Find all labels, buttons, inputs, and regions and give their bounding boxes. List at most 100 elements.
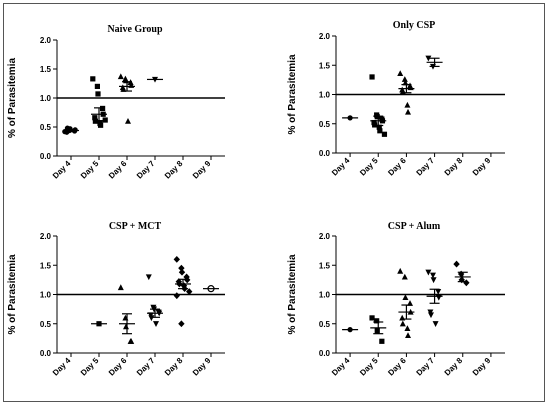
data-point — [173, 292, 180, 300]
data-point — [427, 312, 434, 319]
y-tick-label: 1.5 — [40, 261, 52, 270]
y-tick-label: 1.5 — [40, 65, 52, 74]
y-tick-label: 0.5 — [319, 120, 331, 129]
x-tick-label: Day 4 — [330, 356, 352, 378]
group-day-8 — [453, 260, 471, 287]
data-point — [98, 122, 104, 128]
x-tick-label: Day 4 — [51, 356, 73, 378]
group-day-5 — [369, 315, 387, 344]
figure-frame — [3, 3, 545, 402]
data-point — [397, 267, 404, 274]
x-tick-label: Day 6 — [107, 356, 129, 378]
data-point — [379, 338, 385, 344]
x-tick-label: Day 9 — [471, 156, 493, 178]
x-tick-label: Day 5 — [79, 356, 101, 378]
data-point — [102, 117, 108, 123]
data-point — [402, 79, 409, 86]
x-tick-label: Day 7 — [135, 356, 157, 378]
data-point — [401, 76, 408, 82]
group-day-5 — [369, 74, 388, 137]
chart-title: Naive Group — [107, 24, 163, 35]
data-point — [407, 300, 414, 306]
group-day-8 — [173, 256, 193, 328]
y-tick-label: 0.0 — [40, 349, 52, 358]
y-tick-label: 1.0 — [319, 91, 331, 100]
data-point — [117, 284, 124, 291]
chart-panel-4: CSP + Alum % of Parasitemia 0.0 0.5 1.0 1.5 2.… — [287, 221, 505, 378]
group-day-6 — [397, 267, 415, 339]
data-point — [128, 338, 135, 344]
y-tick-label: 1.0 — [319, 291, 331, 300]
y-tick-label: 1.0 — [40, 94, 52, 103]
data-point — [95, 91, 101, 97]
data-point — [381, 131, 388, 137]
x-tick-label: Day 6 — [386, 356, 408, 378]
y-axis-label: % of Parasitemia — [287, 54, 298, 134]
y-tick-label: 2.0 — [319, 32, 331, 41]
data-point — [374, 328, 380, 334]
x-tick-label: Day 7 — [415, 356, 437, 378]
x-tick-label: Day 8 — [163, 159, 185, 181]
x-tick-label: Day 7 — [135, 159, 157, 181]
y-tick-label: 2.0 — [40, 36, 52, 45]
x-tick-label: Day 5 — [79, 159, 101, 181]
data-point — [369, 74, 375, 80]
data-point — [90, 76, 96, 82]
x-tick-label: Day 9 — [191, 159, 213, 181]
data-point — [376, 124, 382, 130]
chart-title: CSP + MCT — [109, 221, 162, 232]
data-point — [399, 320, 406, 327]
group-day-5 — [91, 321, 107, 327]
y-tick-label: 2.0 — [40, 232, 52, 241]
data-point — [94, 83, 100, 89]
data-point — [369, 315, 375, 321]
y-tick-label: 1.0 — [40, 291, 52, 300]
data-point — [147, 312, 154, 319]
data-point — [173, 256, 180, 263]
data-point — [404, 101, 411, 108]
data-point — [432, 321, 439, 327]
data-point — [178, 268, 186, 276]
group-day-6 — [397, 70, 415, 115]
x-tick-label: Day 5 — [358, 156, 380, 178]
group-day-4 — [62, 125, 79, 135]
y-tick-label: 0.0 — [319, 149, 331, 158]
x-tick-label: Day 9 — [191, 356, 213, 378]
data-point — [405, 108, 412, 115]
data-point — [402, 294, 409, 301]
x-tick-label: Day 8 — [443, 156, 465, 178]
y-tick-label: 1.5 — [319, 61, 331, 70]
group-day-6 — [117, 284, 135, 344]
data-point — [117, 73, 124, 80]
data-point — [397, 70, 404, 77]
y-axis-label: % of Parasitemia — [7, 58, 18, 138]
x-tick-label: Day 7 — [415, 156, 437, 178]
group-day-4 — [342, 327, 359, 333]
y-tick-label: 0.5 — [319, 320, 331, 329]
data-point — [125, 118, 131, 124]
data-point — [405, 332, 412, 339]
x-tick-label: Day 4 — [51, 159, 73, 181]
group-day-9 — [203, 285, 219, 293]
data-point — [425, 269, 432, 276]
data-point — [427, 309, 434, 316]
group-day-7 — [145, 274, 163, 327]
data-point — [145, 274, 152, 281]
group-day-7 — [147, 76, 163, 83]
y-tick-label: 0.0 — [40, 152, 52, 161]
data-point — [148, 315, 155, 322]
data-point — [429, 272, 436, 279]
x-tick-label: Day 6 — [107, 159, 129, 181]
group-day-7 — [425, 55, 443, 70]
x-tick-label: Day 9 — [471, 356, 493, 378]
y-tick-label: 0.5 — [40, 123, 52, 132]
data-point — [178, 320, 185, 328]
data-point — [377, 128, 383, 134]
group-day-6 — [117, 73, 135, 124]
y-tick-label: 2.0 — [319, 232, 331, 241]
data-point — [458, 276, 465, 284]
data-point — [425, 55, 432, 62]
y-axis-label: % of Parasitemia — [287, 254, 298, 334]
data-point — [430, 277, 437, 284]
